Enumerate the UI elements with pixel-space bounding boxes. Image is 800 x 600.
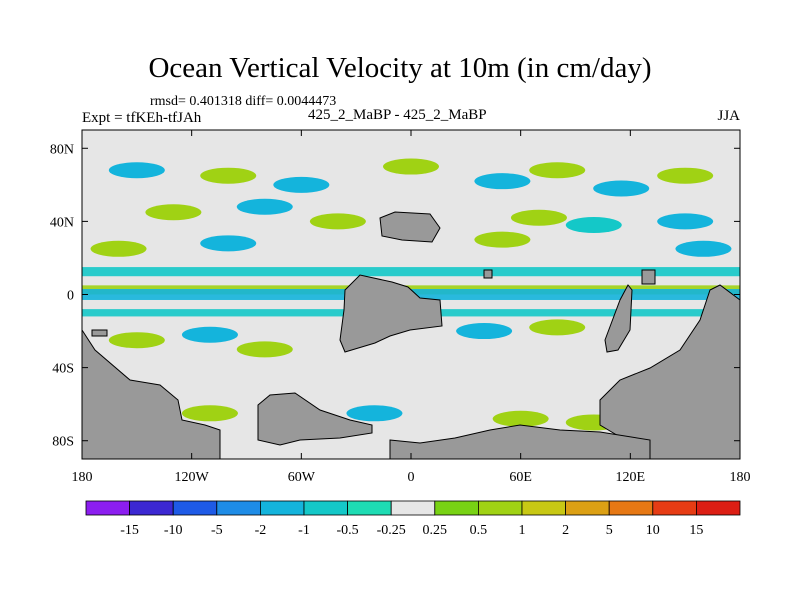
colorbar-label: 0.25 — [423, 523, 448, 538]
field-patch-4 — [273, 176, 330, 193]
field-patch-18 — [675, 240, 732, 257]
colorbar-swatch — [129, 500, 174, 516]
colorbar-label: 2 — [562, 523, 569, 538]
land-south-america — [82, 329, 221, 459]
land-antarctic-coast — [389, 424, 651, 459]
colorbar-label: 1 — [519, 523, 526, 538]
field-patch-17 — [474, 231, 531, 248]
x-tick-label: 60E — [509, 470, 532, 485]
x-tick-label: 0 — [408, 470, 415, 485]
colorbar-swatch — [434, 500, 479, 516]
x-tick-label: 180 — [730, 470, 751, 485]
land-island-3 — [641, 269, 656, 285]
field-patch-8 — [657, 167, 714, 184]
field-patch-5 — [474, 173, 531, 190]
land-antarctic-peninsula — [257, 392, 373, 446]
stats-text: rmsd= 0.401318 diff= 0.0044473 — [150, 94, 337, 109]
field-patch-9 — [145, 204, 202, 221]
land-north-america-fragment — [379, 211, 441, 243]
field-patch-14 — [657, 213, 714, 230]
field-patch-6 — [529, 162, 586, 179]
field-patch-20 — [181, 326, 238, 343]
colorbar-swatch — [608, 500, 654, 516]
colorbar-swatch — [565, 500, 610, 516]
x-tick-label: 120E — [616, 470, 646, 485]
colorbar-swatch — [390, 500, 436, 516]
field-patch-11 — [309, 213, 366, 230]
land-island-1 — [91, 329, 108, 337]
field-patch-12 — [510, 209, 567, 226]
colorbar-label: 5 — [606, 523, 613, 538]
colorbar-label: 0.5 — [470, 523, 488, 538]
x-tick-label: 60W — [288, 470, 316, 485]
colorbar-label: -0.25 — [377, 523, 406, 538]
field-patch-13 — [565, 217, 622, 234]
land-island-2 — [483, 269, 493, 279]
field-band-3 — [82, 267, 740, 277]
colorbar-swatch — [303, 500, 348, 516]
y-tick-label: 40S — [52, 362, 74, 377]
colorbar-swatch — [85, 500, 130, 516]
field-patch-3 — [200, 167, 257, 184]
colorbar-label: -10 — [164, 523, 183, 538]
colorbar-label: 15 — [689, 523, 703, 538]
field-patch-15 — [90, 240, 147, 257]
chart-title: Ocean Vertical Velocity at 10m (in cm/da… — [148, 52, 652, 84]
colorbar-label: -15 — [120, 523, 139, 538]
y-tick-label: 40N — [50, 215, 74, 230]
colorbar-label: -0.5 — [337, 523, 359, 538]
colorbar-swatch — [477, 500, 523, 516]
comparison-label: 425_2_MaBP - 425_2_MaBP — [308, 107, 487, 123]
x-axis: 180 120W 60W 0 60E 120E 180 — [72, 130, 751, 485]
field-patch-25 — [346, 405, 403, 422]
field-patch-2 — [108, 162, 165, 179]
colorbar: -15 -10 -5 -2 -1 -0.5 -0.25 0.25 0.5 1 2 5 10 15 — [85, 500, 741, 538]
field-patch-16 — [200, 235, 257, 252]
colorbar-label: -5 — [211, 523, 223, 538]
colorbar-swatch — [652, 500, 697, 516]
y-tick-label: 80N — [50, 142, 74, 157]
colorbar-label: -1 — [298, 523, 310, 538]
y-axis: 80N 40N 0 40S 80S — [50, 142, 740, 450]
field-patch-10 — [236, 198, 293, 215]
y-tick-label: 0 — [67, 289, 74, 304]
colorbar-swatch — [521, 500, 566, 516]
colorbar-swatch — [347, 500, 392, 516]
land-africa — [339, 274, 443, 353]
y-tick-label: 80S — [52, 435, 74, 450]
land-maritime-continent — [604, 284, 633, 353]
experiment-label: Expt = tfKEh-tfJAh — [82, 110, 202, 126]
x-tick-label: 120W — [175, 470, 210, 485]
colorbar-label: 10 — [646, 523, 660, 538]
field-patch-7 — [593, 180, 650, 197]
x-tick-label: 180 — [72, 470, 93, 485]
land-mask — [82, 211, 740, 459]
colorbar-label: -2 — [255, 523, 267, 538]
field-patch-22 — [456, 323, 513, 340]
colorbar-swatch — [172, 500, 218, 516]
field-patch-21 — [236, 341, 293, 358]
field-patch-19 — [108, 332, 165, 349]
field-patch-23 — [529, 319, 586, 336]
season-label: JJA — [717, 108, 740, 124]
field-patch-26 — [492, 410, 549, 427]
colorbar-swatch — [259, 500, 305, 516]
field-patch-24 — [181, 405, 238, 422]
colorbar-swatch — [216, 500, 261, 516]
field-patch-1 — [383, 158, 439, 175]
colorbar-swatch — [696, 500, 741, 516]
